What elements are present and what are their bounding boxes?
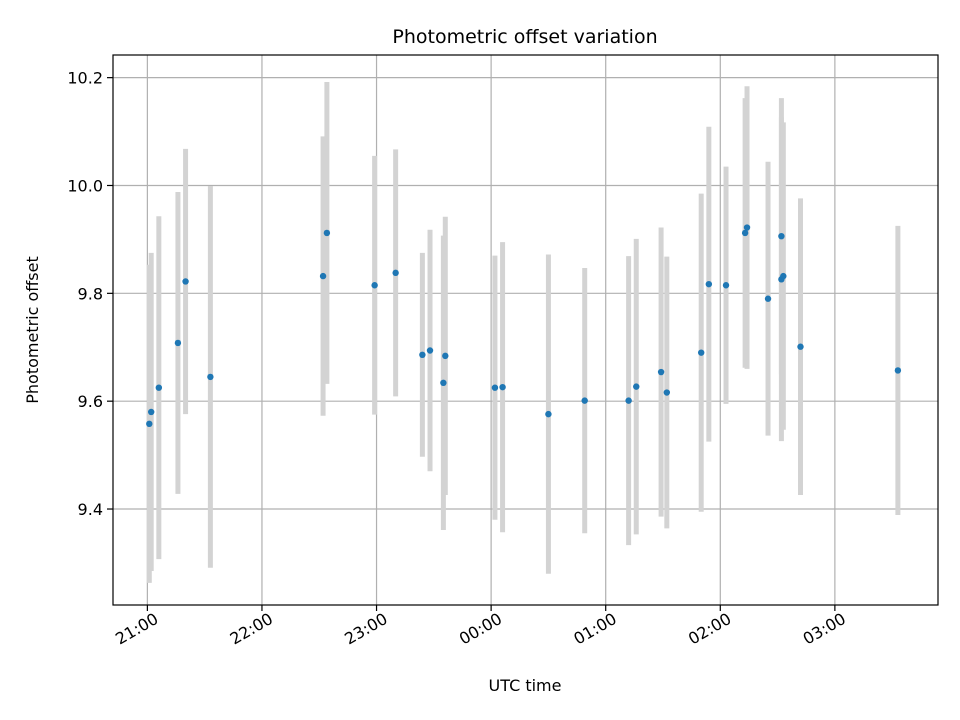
data-point xyxy=(722,282,730,289)
data-point xyxy=(419,351,426,359)
data-point xyxy=(174,339,182,347)
x-tick-label: 01:00 xyxy=(570,609,619,649)
y-tick-label: 9.4 xyxy=(78,500,103,519)
x-tick-label: 23:00 xyxy=(341,609,390,649)
data-point xyxy=(371,282,378,289)
data-point xyxy=(797,343,804,350)
point-layer xyxy=(146,224,902,428)
data-point xyxy=(147,408,155,416)
data-point xyxy=(581,397,588,404)
data-point xyxy=(743,224,751,231)
x-tick-label: 00:00 xyxy=(456,609,505,649)
data-point xyxy=(499,383,506,391)
data-point xyxy=(663,389,671,396)
plot-frame xyxy=(112,54,939,606)
data-point xyxy=(146,420,153,428)
y-tick-label: 10.2 xyxy=(67,69,103,88)
data-point xyxy=(545,410,552,418)
data-point xyxy=(705,280,713,288)
data-point xyxy=(778,232,785,240)
data-point xyxy=(440,379,447,387)
data-point xyxy=(155,384,163,391)
data-point xyxy=(697,349,705,356)
data-point xyxy=(657,368,665,376)
y-axis-label: Photometric offset xyxy=(23,256,42,404)
y-tick-label: 10.0 xyxy=(67,176,103,195)
data-point xyxy=(491,384,499,391)
chart-title: Photometric offset variation xyxy=(392,26,657,48)
x-axis-label: UTC time xyxy=(489,676,562,695)
grid-layer xyxy=(113,55,938,605)
x-tick-label: 03:00 xyxy=(800,609,849,649)
data-point xyxy=(182,278,189,285)
data-point xyxy=(207,373,214,381)
y-tick-label: 9.8 xyxy=(78,284,103,303)
x-tick-label: 22:00 xyxy=(227,609,276,649)
data-point xyxy=(392,269,399,277)
y-tick-label: 9.6 xyxy=(78,392,103,411)
data-point xyxy=(633,383,640,390)
x-tick-label: 21:00 xyxy=(112,609,161,649)
data-point xyxy=(780,272,787,280)
data-point xyxy=(319,272,327,280)
data-point xyxy=(894,367,902,374)
data-point xyxy=(764,295,772,302)
data-point xyxy=(426,347,434,354)
data-point xyxy=(741,229,749,237)
data-point xyxy=(442,352,449,360)
data-point xyxy=(323,229,331,237)
data-point xyxy=(625,397,632,404)
x-tick-label: 02:00 xyxy=(685,609,734,649)
